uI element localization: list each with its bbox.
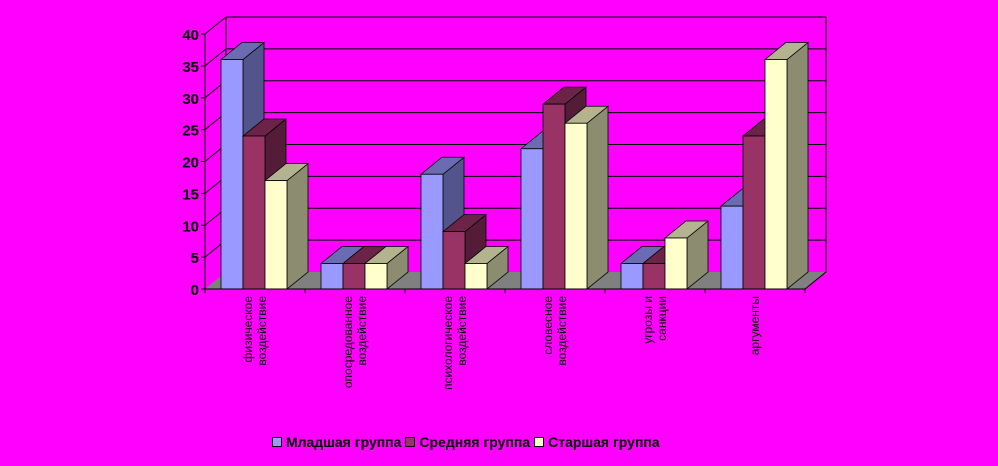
floor-right-edge [804, 271, 827, 290]
bar-0-2 [263, 162, 310, 290]
bars [219, 41, 810, 290]
category-label-4: угрозы исанкции [641, 296, 669, 344]
y-tick-label-15: 15 [182, 186, 199, 203]
x-axis: физическоевоздействие опосредованноевозде… [204, 271, 827, 390]
bar-front [442, 231, 466, 290]
category-label-2: психологическоевоздействие [441, 296, 469, 390]
category-label-3: словесноевоздействие [541, 296, 569, 366]
y-tick-label-20: 20 [182, 155, 199, 172]
category-label-0: физическоевоздействие [241, 296, 269, 366]
legend-label-junior: Младшая группа [286, 434, 402, 450]
bar-front [264, 180, 288, 290]
bar-front [242, 135, 266, 290]
legend-label-senior: Старшая группа [548, 434, 660, 450]
bar-front [664, 237, 688, 290]
y-tick-label-10: 10 [182, 218, 199, 235]
bar-front [342, 263, 366, 290]
bar-1-2 [363, 245, 410, 290]
category-label-line: воздействие [255, 296, 269, 366]
category-label-line: воздействие [555, 296, 569, 366]
bar-side [786, 41, 809, 290]
legend: Младшая группа Средняя группа Старшая гр… [272, 434, 664, 450]
category-label-line: словесное [541, 296, 555, 355]
legend-item-junior: Младшая группа [272, 434, 401, 450]
legend-label-middle: Средняя группа [419, 434, 531, 450]
category-label-line: психологическое [441, 296, 455, 390]
legend-item-middle: Средняя группа [405, 434, 530, 450]
bar-front [620, 263, 644, 290]
bar-front [364, 263, 388, 290]
y-tick-label-25: 25 [182, 123, 199, 140]
bar-front [542, 103, 566, 290]
bar-front [520, 148, 544, 290]
category-label-line: санкции [655, 296, 669, 341]
bar-front [720, 205, 744, 290]
y-axis: 0 5 10 15 20 25 30 35 40 [182, 27, 206, 299]
y-tick-label-30: 30 [182, 91, 199, 108]
category-label-5: аргументы [748, 296, 762, 355]
bar-front [420, 173, 444, 290]
gridline-diag-40 [204, 16, 227, 35]
bar-3-2 [563, 105, 610, 290]
category-label-line: воздействие [355, 296, 369, 366]
category-label-1: опосредованноевоздействие [341, 296, 369, 388]
category-label-line: аргументы [748, 296, 762, 355]
bar-side [586, 105, 609, 290]
y-tick-label-0: 0 [191, 282, 199, 299]
bar-front [220, 59, 244, 290]
bar-front [642, 263, 666, 290]
y-tick-label-5: 5 [191, 250, 199, 267]
legend-swatch-senior [534, 437, 545, 447]
y-tick-label-35: 35 [182, 59, 199, 76]
category-label-line: угрозы и [641, 296, 655, 344]
legend-swatch-junior [272, 437, 282, 447]
bar-front [742, 135, 766, 290]
bar-front [564, 122, 588, 290]
category-label-line: опосредованное [341, 296, 355, 388]
legend-swatch-middle [405, 437, 416, 447]
category-label-line: воздействие [455, 296, 469, 366]
bar-2-2 [463, 245, 510, 290]
bar-5-2 [763, 41, 810, 290]
bar-front [320, 263, 344, 290]
bar-side [286, 162, 309, 290]
y-tick-label-40: 40 [182, 27, 199, 44]
bar-front [764, 59, 788, 290]
gridline-diag-35 [204, 48, 227, 67]
legend-item-senior: Старшая группа [534, 434, 660, 450]
category-label-line: физическое [241, 296, 255, 363]
bar-front [464, 263, 488, 290]
bar-4-2 [663, 220, 710, 290]
